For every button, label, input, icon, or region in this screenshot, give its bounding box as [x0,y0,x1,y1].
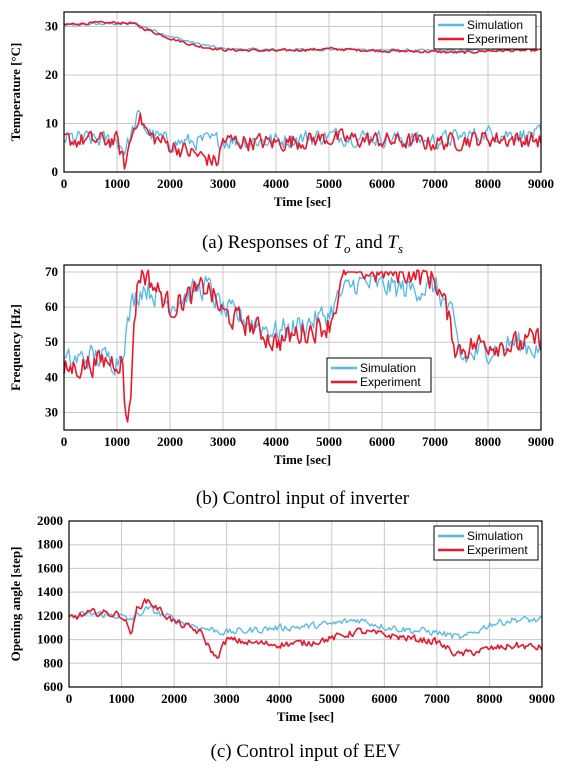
legend-entry: Simulation [467,18,523,32]
y-tick-label: 800 [44,655,64,670]
series-line-experiment [63,269,542,423]
y-tick-label: 0 [52,164,59,179]
x-tick-label: 0 [61,434,68,449]
chart-panel-2: 0 1000 2000 3000 4000 5000 6000 7000 8000 9000 600… [8,513,555,762]
x-tick-label: 0 [61,176,68,191]
chart-panel-1: 0 1000 2000 3000 4000 5000 6000 7000 8000 9000 30 4… [8,264,554,509]
x-tick-label: 8000 [475,434,501,449]
chart-caption: (a) Responses of To and Ts [202,232,403,256]
legend-entry: Experiment [360,375,421,389]
x-tick-label: 1000 [109,691,135,706]
x-tick-label: 9000 [529,691,555,706]
x-tick-label: 7000 [422,434,448,449]
x-tick-label: 4000 [263,434,289,449]
x-axis-label: Time [sec] [274,452,331,467]
y-tick-label: 30 [45,19,58,34]
x-tick-label: 4000 [263,176,289,191]
y-tick-label: 40 [45,369,58,384]
y-axis-label: Temperature [°C] [8,43,23,142]
plot-area [64,265,541,430]
y-tick-label: 60 [45,299,58,314]
x-axis-label: Time [sec] [277,709,334,724]
x-tick-label: 3000 [210,176,236,191]
y-axis-label: Opening angle [step] [8,547,23,662]
x-tick-label: 7000 [424,691,450,706]
x-tick-label: 2000 [157,434,183,449]
series-line-simulation [68,605,543,640]
x-tick-label: 5000 [316,434,342,449]
y-tick-label: 2000 [37,513,63,528]
series-line-simulation [63,275,542,376]
series-line-simulation-to [63,21,542,53]
y-axis-label: Frequency [Hz] [8,304,23,391]
y-tick-label: 1200 [37,608,63,623]
y-tick-label: 30 [45,404,58,419]
legend-box [433,525,539,561]
series-line-experiment [68,598,543,659]
plot-frame [63,264,542,431]
chart-panel-0: 0 1000 2000 3000 4000 5000 6000 7000 8000 9000 0 10… [8,11,554,256]
y-tick-label: 1400 [37,584,63,599]
y-tick-label: 1000 [37,632,63,647]
x-tick-label: 9000 [528,434,554,449]
x-tick-label: 5000 [319,691,345,706]
x-tick-label: 1000 [104,176,130,191]
plot-frame [63,11,542,173]
plot-frame [68,520,543,688]
x-tick-label: 2000 [161,691,187,706]
x-tick-label: 8000 [475,176,501,191]
chart-caption: (b) Control input of inverter [196,488,410,509]
series-line-experiment-ts [63,112,542,170]
series-line-experiment-to [63,20,542,55]
chart-caption: (c) Control input of EEV [211,741,401,762]
y-tick-label: 70 [45,264,58,279]
x-tick-label: 6000 [369,176,395,191]
legend-box [326,357,432,393]
y-tick-label: 20 [45,67,58,82]
x-tick-label: 0 [66,691,73,706]
series-line-simulation-ts [63,109,542,156]
y-tick-label: 1800 [37,537,63,552]
y-tick-label: 600 [44,679,64,694]
legend-entry: Experiment [467,32,528,46]
x-tick-label: 3000 [210,434,236,449]
x-tick-label: 7000 [422,176,448,191]
legend-entry: Experiment [467,543,528,557]
x-tick-label: 5000 [316,176,342,191]
y-tick-label: 50 [45,334,58,349]
x-tick-label: 2000 [157,176,183,191]
x-tick-label: 6000 [369,434,395,449]
x-tick-label: 6000 [371,691,397,706]
legend-entry: Simulation [360,361,416,375]
x-tick-label: 8000 [476,691,502,706]
y-tick-label: 1600 [37,560,63,575]
x-tick-label: 3000 [214,691,240,706]
legend-box [433,14,537,50]
x-axis-label: Time [sec] [274,194,331,209]
x-tick-label: 9000 [528,176,554,191]
legend-entry: Simulation [467,529,523,543]
y-tick-label: 10 [45,116,58,131]
x-tick-label: 4000 [266,691,292,706]
x-tick-label: 1000 [104,434,130,449]
